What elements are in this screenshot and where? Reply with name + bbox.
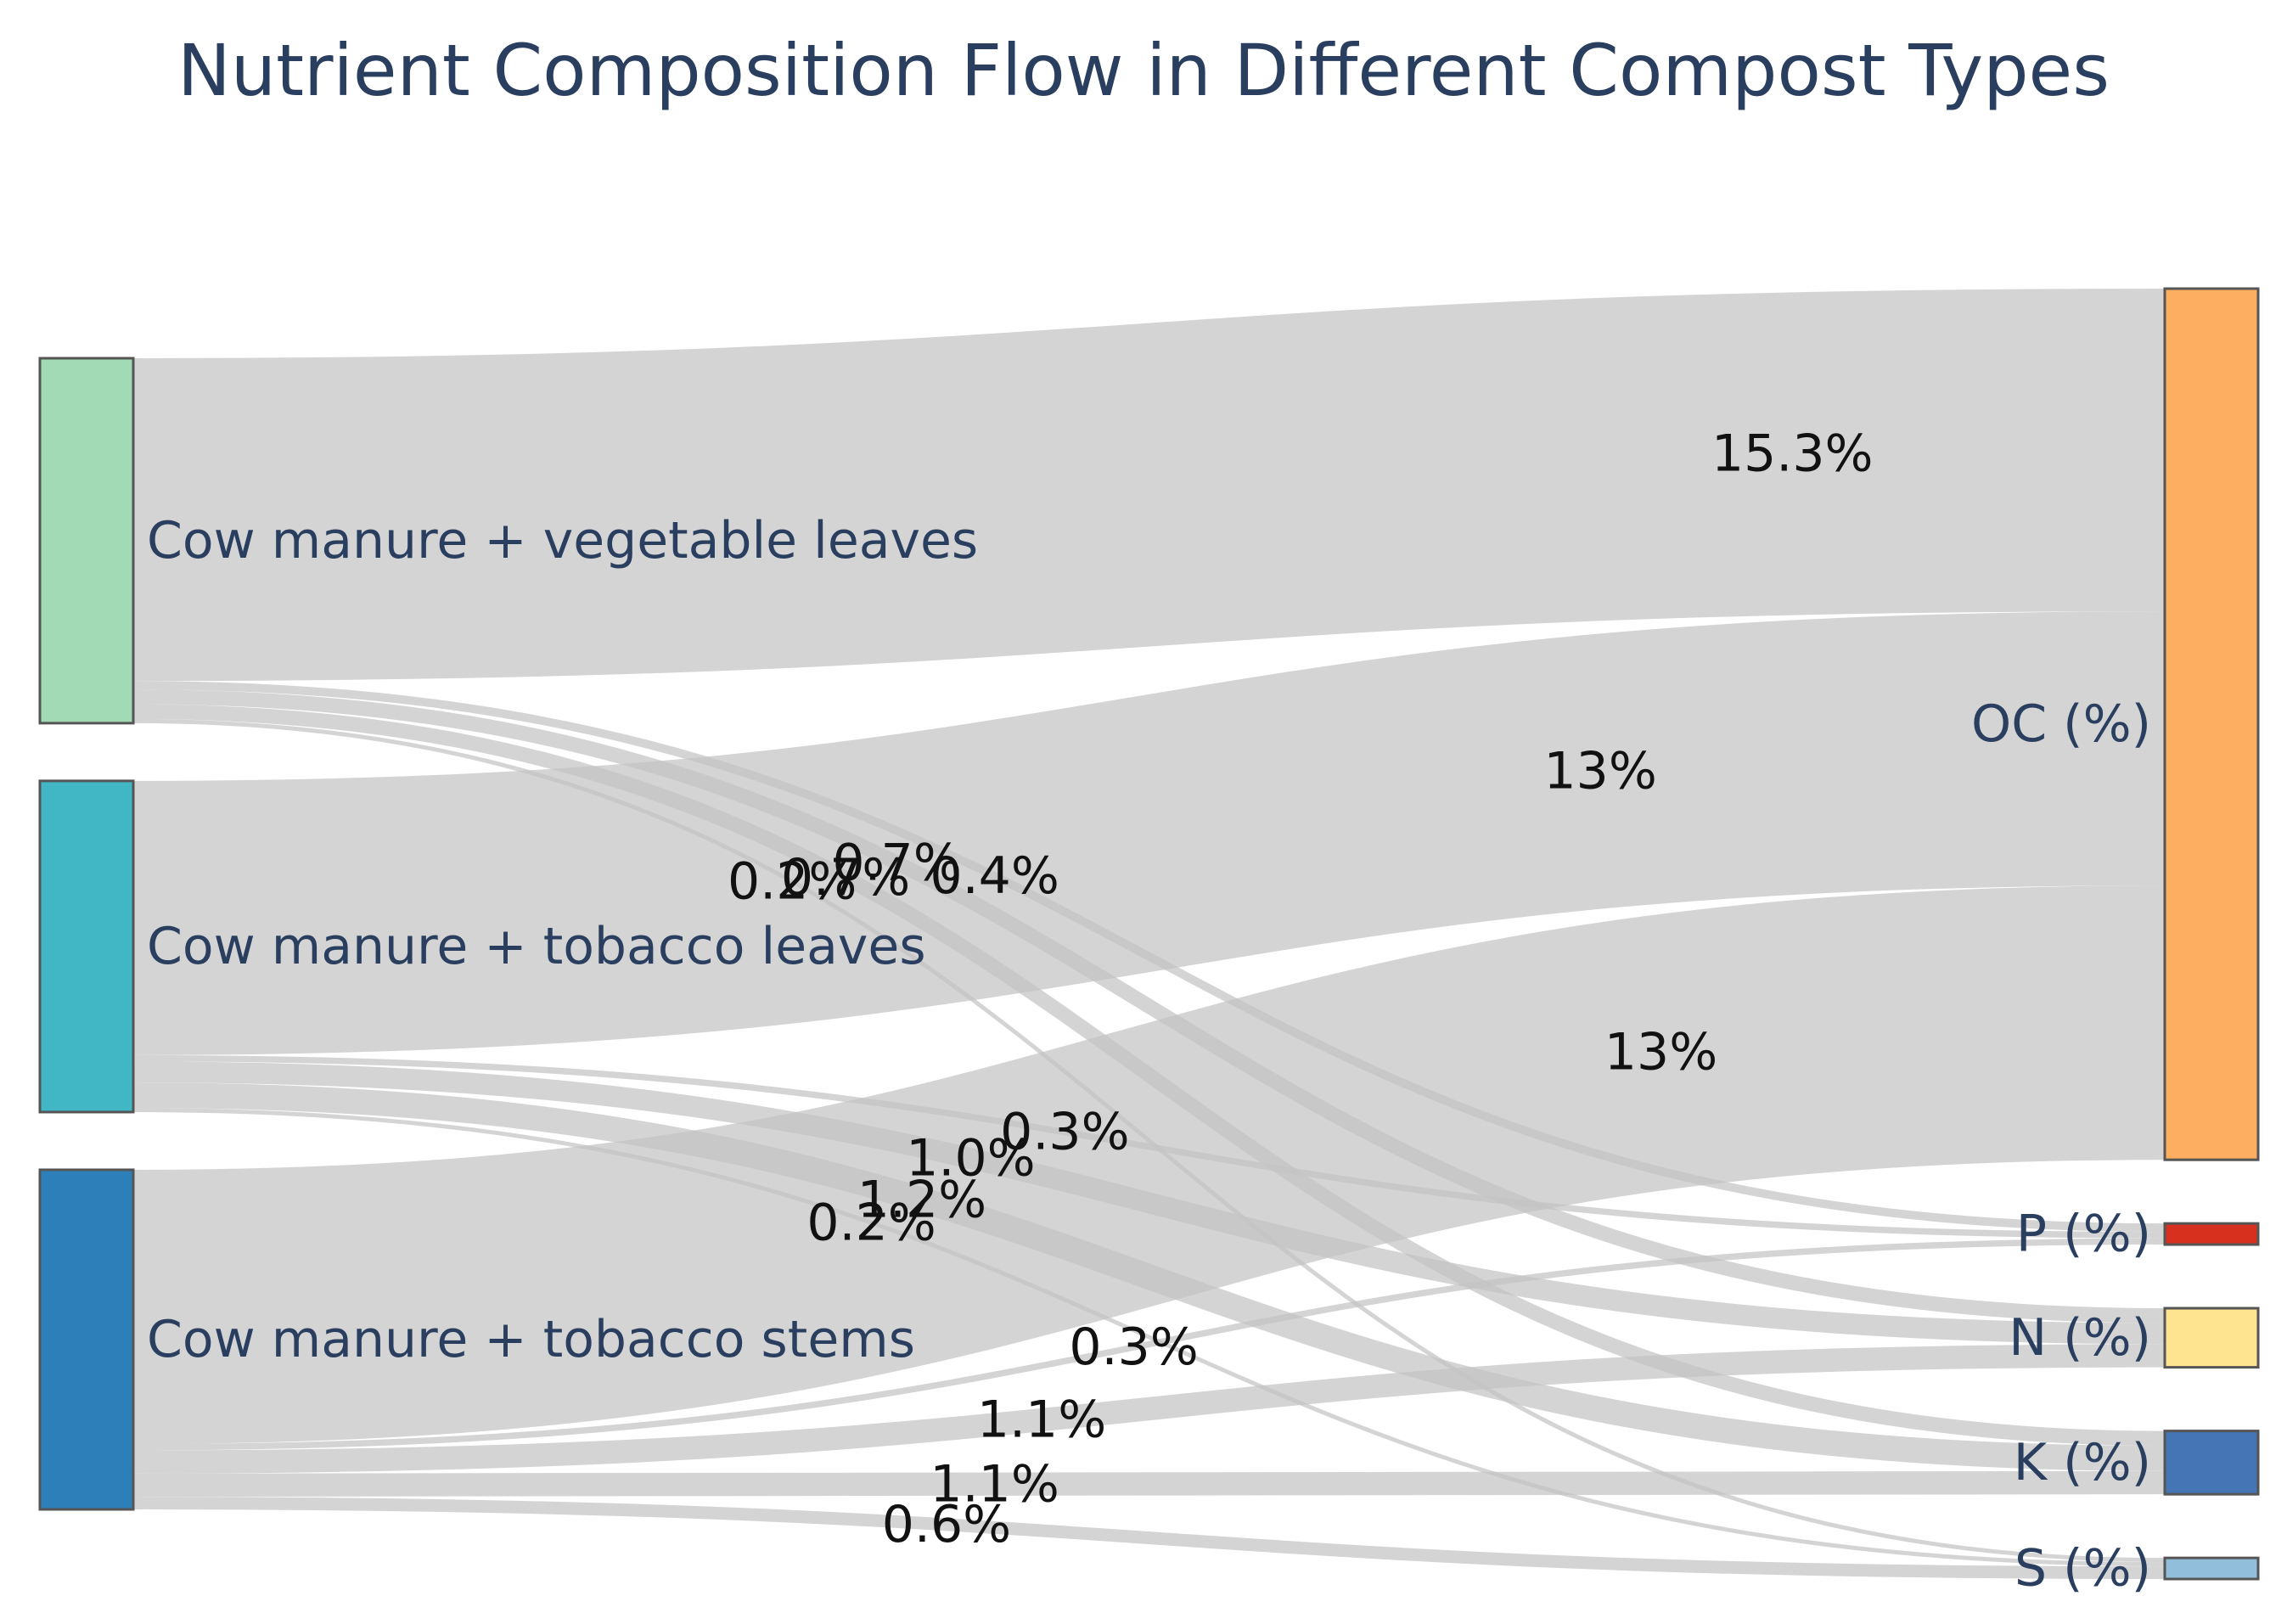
value-label-veg-to-s: 0.2% <box>728 851 857 911</box>
value-label-tl-to-oc: 13% <box>1544 742 1657 801</box>
link-ts-to-s <box>132 1497 2166 1580</box>
chart-title: Nutrient Composition Flow in Different C… <box>177 29 2110 112</box>
node-oc <box>2163 287 2260 1161</box>
value-label-tl-to-n: 1.0% <box>906 1129 1035 1188</box>
labels-layer: Cow manure + vegetable leaves Cow manure … <box>147 424 2151 1598</box>
link-ts-to-oc <box>132 885 2166 1444</box>
node-label-oc: OC (%) <box>1971 694 2151 754</box>
node-ts <box>38 1168 135 1511</box>
link-ts-to-k <box>132 1470 2166 1498</box>
link-ts-to-p <box>132 1238 2166 1451</box>
value-label-veg-to-p: 0.4% <box>930 846 1059 906</box>
node-label-k: K (%) <box>2014 1433 2151 1492</box>
node-label-n: N (%) <box>2009 1308 2151 1368</box>
value-label-ts-to-k: 1.1% <box>930 1454 1059 1514</box>
value-label-veg-to-n: 0.7% <box>832 833 961 892</box>
node-veg <box>38 357 135 725</box>
links-layer <box>132 288 2166 1580</box>
node-s <box>2163 1556 2260 1581</box>
link-veg-to-oc <box>132 288 2166 682</box>
node-n <box>2163 1307 2260 1369</box>
node-label-veg: Cow manure + vegetable leaves <box>147 511 978 570</box>
node-label-s: S (%) <box>2014 1539 2151 1599</box>
node-label-tl: Cow manure + tobacco leaves <box>147 917 926 976</box>
nodes-layer <box>38 287 2260 1581</box>
value-label-tl-to-s: 0.2% <box>806 1193 936 1252</box>
value-label-tl-to-k: 1.2% <box>857 1171 986 1230</box>
link-tl-to-oc <box>132 611 2166 1055</box>
value-label-ts-to-n: 1.1% <box>977 1391 1106 1450</box>
value-label-ts-to-p: 0.3% <box>1069 1318 1198 1377</box>
link-ts-to-n <box>132 1344 2166 1474</box>
value-label-veg-to-oc: 15.3% <box>1711 424 1874 483</box>
node-tl <box>38 779 135 1114</box>
node-label-p: P (%) <box>2016 1205 2151 1264</box>
value-label-tl-to-p: 0.3% <box>1000 1103 1129 1162</box>
node-k <box>2163 1430 2260 1496</box>
value-label-ts-to-oc: 13% <box>1604 1023 1717 1082</box>
value-label-ts-to-s: 0.6% <box>882 1495 1011 1554</box>
value-label-veg-to-k: 0.7% <box>781 848 910 908</box>
node-label-ts: Cow manure + tobacco stems <box>147 1310 915 1369</box>
link-veg-to-n <box>132 689 2166 1323</box>
node-p <box>2163 1222 2260 1246</box>
link-tl-to-s <box>132 1107 2166 1567</box>
